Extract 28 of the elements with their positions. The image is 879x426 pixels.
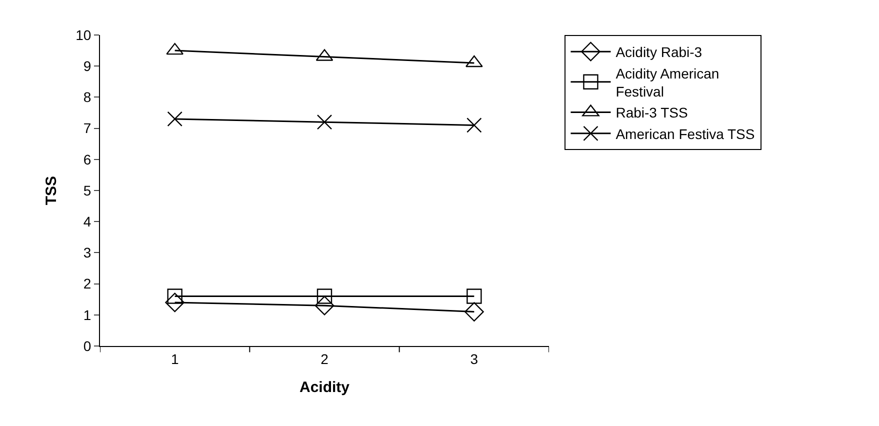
point [167, 111, 182, 127]
legend-label: Acidity Rabi-3 [616, 44, 702, 60]
legend-label: Rabi-3 TSS [616, 104, 688, 121]
x-axis-title: Acidity [299, 378, 350, 396]
y-tick-label: 8 [83, 89, 92, 106]
x-tick-label: 3 [470, 350, 478, 367]
point [316, 114, 332, 130]
y-tick-label: 0 [83, 338, 92, 354]
y-tick-label: 7 [83, 120, 92, 136]
point [316, 288, 332, 304]
y-tick-label: 3 [83, 244, 92, 261]
point [314, 296, 334, 316]
y-tick-label: 1 [83, 306, 92, 323]
legend-label: American Festiva TSS [616, 126, 755, 142]
point [466, 118, 482, 133]
y-tick-label: 2 [83, 276, 92, 292]
y-tick-label: 10 [76, 26, 92, 43]
point [165, 292, 185, 312]
y-tick-label: 6 [83, 151, 92, 168]
y-axis-title: TSS [42, 176, 60, 206]
point [464, 302, 484, 322]
point [466, 288, 482, 304]
x-tick-label: 1 [170, 350, 179, 367]
y-tick-label: 5 [83, 182, 92, 198]
legend-label: Acidity American Festival [616, 65, 720, 100]
y-tick-label: 4 [83, 214, 92, 230]
y-tick-label: 9 [83, 58, 92, 74]
x-tick-label: 2 [320, 350, 329, 367]
